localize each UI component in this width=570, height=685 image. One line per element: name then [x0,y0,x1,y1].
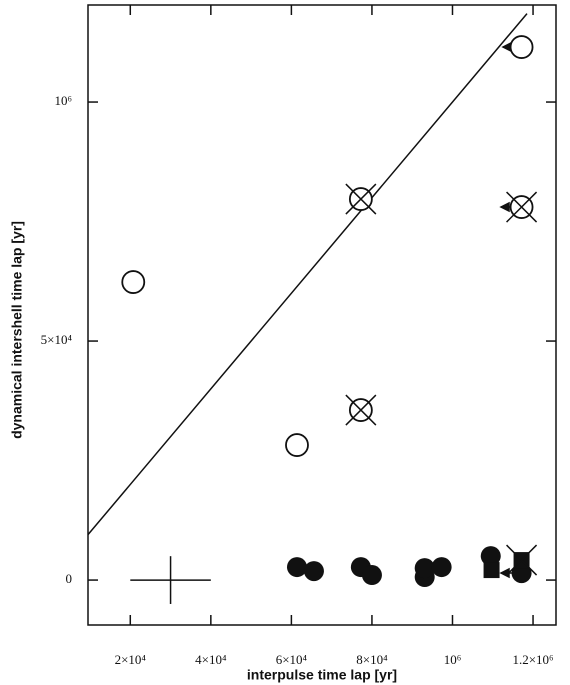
arrow-head [499,201,510,213]
marker-dot [480,546,501,567]
x-tick-label: 1.2×10⁶ [512,652,553,667]
marker-dot [511,563,532,584]
point [506,544,538,576]
marker-cross [506,544,538,576]
limit-arrows [499,41,512,579]
marker-square [483,562,500,579]
marker-dot [431,557,452,578]
x-tick-label: 6×10⁴ [276,652,308,667]
y-axis-label: dynamical intershell time lap [yr] [9,221,25,439]
plot-frame [87,4,557,626]
point [361,565,382,586]
x-axis-label: interpulse time lap [yr] [247,667,397,683]
marker-dot [361,565,382,586]
point [480,546,501,567]
point [506,191,538,223]
marker-dot [286,557,307,578]
marker-dot [414,558,435,579]
point [483,562,500,579]
marker-circle [509,35,534,59]
x-tick-label: 10⁶ [444,652,462,667]
y-tick-label: 0 [66,571,73,586]
point [431,557,452,578]
marker-circle [121,270,146,294]
marker-circle [285,433,309,457]
point [511,563,532,584]
point [414,558,435,579]
point [303,561,324,582]
x-tick-label: 4×10⁴ [195,652,227,667]
point [345,394,377,426]
point [509,35,534,59]
point [285,433,309,457]
reference-line [87,13,528,536]
x-tick-label: 2×10⁴ [115,652,147,667]
y-tick-label: 10⁶ [54,93,72,108]
marker-cross [506,191,538,223]
marker-dot [303,561,324,582]
marker-cross [345,394,377,426]
x-tick-label: 8×10⁴ [356,652,388,667]
y-tick-label: 5×10⁴ [41,332,73,347]
point [345,183,377,215]
marker-cross [345,183,377,215]
point [121,270,146,294]
point [286,557,307,578]
